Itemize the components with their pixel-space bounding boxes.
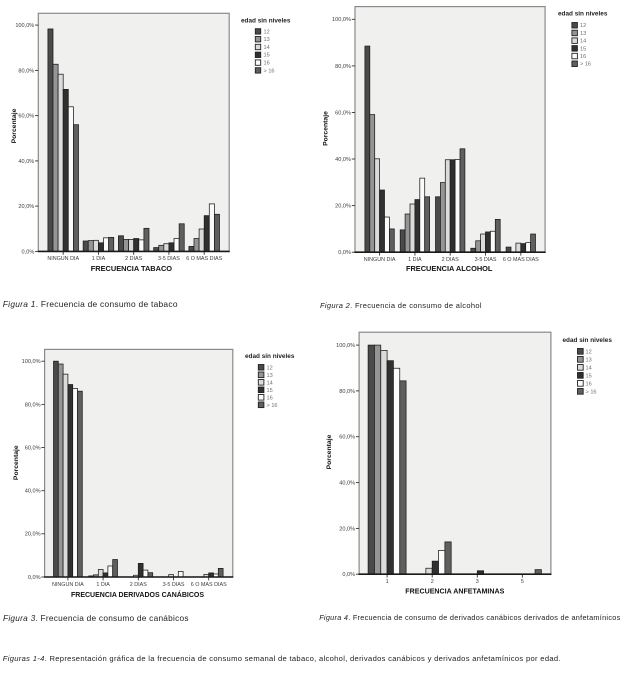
svg-text:FRECUENCIA DERIVADOS CANÁBICOS: FRECUENCIA DERIVADOS CANÁBICOS (71, 590, 204, 599)
svg-text:14: 14 (267, 380, 273, 386)
svg-text:Porcentaje: Porcentaje (13, 445, 20, 480)
svg-text:1 DIA: 1 DIA (96, 582, 110, 588)
svg-text:2 DIAS: 2 DIAS (125, 256, 142, 262)
svg-text:FRECUENCIA ALCOHOL: FRECUENCIA ALCOHOL (406, 264, 493, 273)
svg-text:20,0%: 20,0% (335, 204, 351, 210)
svg-text:14: 14 (586, 365, 592, 371)
svg-text:NINGUN DIA: NINGUN DIA (364, 257, 396, 263)
svg-text:13: 13 (586, 357, 592, 363)
svg-text:100,0%: 100,0% (336, 343, 355, 349)
svg-text:> 16: > 16 (267, 403, 278, 409)
svg-text:5: 5 (521, 579, 524, 585)
svg-text:20,0%: 20,0% (25, 532, 41, 538)
svg-text:6 O MAS DIAS: 6 O MAS DIAS (191, 582, 227, 588)
svg-text:14: 14 (580, 39, 586, 45)
svg-text:edad sin niveles: edad sin niveles (245, 353, 295, 360)
svg-text:edad sin niveles: edad sin niveles (563, 337, 613, 344)
svg-text:3-5 DIAS: 3-5 DIAS (163, 582, 185, 588)
svg-text:edad sin niveles: edad sin niveles (558, 11, 608, 18)
svg-text:12: 12 (580, 23, 586, 29)
svg-text:20,0%: 20,0% (339, 526, 355, 532)
svg-text:NINGUN DIA: NINGUN DIA (47, 256, 79, 262)
svg-text:40,0%: 40,0% (339, 481, 355, 487)
svg-text:1 DIA: 1 DIA (408, 257, 422, 263)
svg-text:Porcentaje: Porcentaje (11, 108, 18, 143)
svg-text:13: 13 (580, 31, 586, 37)
svg-text:2 DIAS: 2 DIAS (130, 582, 147, 588)
svg-text:Porcentaje: Porcentaje (323, 111, 330, 146)
svg-text:FRECUENCIA TABACO: FRECUENCIA TABACO (91, 264, 173, 273)
svg-text:80,0%: 80,0% (25, 402, 41, 408)
svg-text:0,0%: 0,0% (28, 575, 41, 581)
svg-text:16: 16 (580, 54, 586, 60)
svg-text:3-5 DIAS: 3-5 DIAS (158, 256, 180, 262)
svg-text:edad sin niveles: edad sin niveles (241, 18, 291, 25)
svg-text:13: 13 (264, 37, 270, 43)
svg-text:80,0%: 80,0% (335, 64, 351, 70)
svg-text:13: 13 (267, 373, 273, 379)
svg-text:15: 15 (586, 373, 592, 379)
svg-text:6 O MAS DIAS: 6 O MAS DIAS (186, 256, 222, 262)
svg-text:0,0%: 0,0% (338, 250, 351, 256)
svg-text:80,0%: 80,0% (18, 68, 34, 74)
svg-text:16: 16 (586, 381, 592, 387)
svg-text:60,0%: 60,0% (339, 435, 355, 441)
svg-text:NINGUN DIA: NINGUN DIA (52, 582, 84, 588)
svg-text:2: 2 (431, 579, 434, 585)
svg-text:12: 12 (267, 365, 273, 371)
svg-text:3-5 DIAS: 3-5 DIAS (475, 257, 497, 263)
svg-text:100,0%: 100,0% (15, 23, 34, 29)
svg-text:12: 12 (264, 29, 270, 35)
svg-text:1 DIA: 1 DIA (92, 256, 106, 262)
svg-text:0,0%: 0,0% (22, 249, 35, 255)
svg-text:12: 12 (586, 349, 592, 355)
svg-text:80,0%: 80,0% (339, 389, 355, 395)
svg-text:1: 1 (386, 579, 389, 585)
svg-text:6 O MAS DIAS: 6 O MAS DIAS (503, 257, 539, 263)
svg-text:3: 3 (476, 579, 479, 585)
svg-text:15: 15 (267, 388, 273, 394)
svg-text:2 DIAS: 2 DIAS (442, 257, 459, 263)
svg-text:16: 16 (264, 61, 270, 67)
svg-text:FRECUENCIA ANFETAMINAS: FRECUENCIA ANFETAMINAS (405, 588, 504, 596)
svg-text:> 16: > 16 (264, 68, 275, 74)
svg-text:14: 14 (264, 45, 270, 51)
svg-text:> 16: > 16 (580, 62, 591, 68)
svg-text:16: 16 (267, 395, 273, 401)
svg-text:40,0%: 40,0% (18, 159, 34, 165)
svg-text:60,0%: 60,0% (18, 114, 34, 120)
svg-text:Porcentaje: Porcentaje (326, 434, 333, 469)
svg-text:40,0%: 40,0% (25, 489, 41, 495)
svg-text:15: 15 (580, 46, 586, 52)
svg-text:60,0%: 60,0% (25, 445, 41, 451)
svg-text:60,0%: 60,0% (335, 110, 351, 116)
svg-text:100,0%: 100,0% (22, 359, 41, 365)
svg-text:15: 15 (264, 53, 270, 59)
svg-text:100,0%: 100,0% (332, 17, 351, 23)
svg-text:0,0%: 0,0% (342, 572, 355, 578)
svg-text:> 16: > 16 (586, 389, 597, 395)
svg-text:20,0%: 20,0% (18, 204, 34, 210)
svg-text:40,0%: 40,0% (335, 157, 351, 163)
